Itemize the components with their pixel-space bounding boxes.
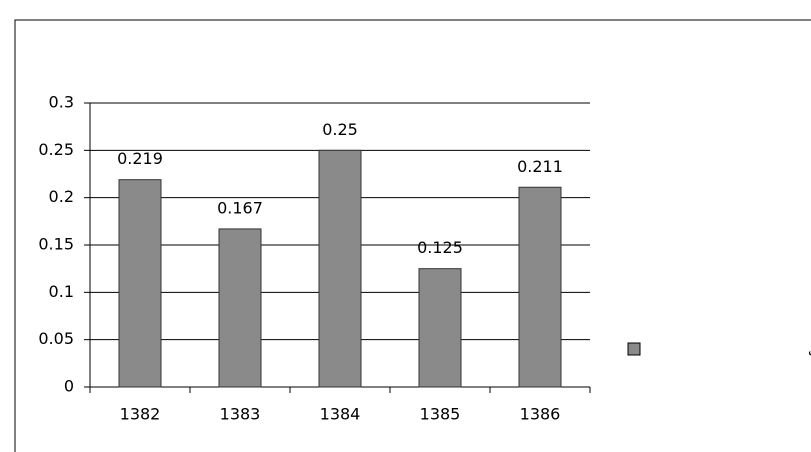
legend-label: بالاترین شاخص نزدیکی — [808, 342, 811, 358]
x-tick-label: 1386 — [520, 405, 561, 424]
bar — [418, 268, 462, 388]
y-tick-label: 0.2 — [49, 187, 74, 206]
bar — [218, 228, 262, 388]
x-tick-label: 1382 — [120, 405, 161, 424]
y-tick-label: 0.15 — [38, 235, 74, 254]
value-label: 0.211 — [517, 157, 563, 176]
y-tick-label: 0.1 — [49, 282, 74, 301]
legend-swatch — [627, 342, 641, 356]
bar — [518, 186, 562, 388]
value-label: 0.25 — [322, 120, 358, 139]
value-label: 0.219 — [117, 149, 163, 168]
x-tick-label: 1385 — [420, 405, 461, 424]
y-tick-label: 0.05 — [38, 329, 74, 348]
y-tick-label: 0 — [64, 377, 74, 396]
y-tick-label: 0.3 — [49, 93, 74, 112]
x-tick-label: 1384 — [320, 405, 361, 424]
bar — [118, 179, 162, 388]
value-label: 0.125 — [417, 238, 463, 257]
bar — [318, 149, 362, 388]
y-tick-label: 0.25 — [38, 140, 74, 159]
x-tick-label: 1383 — [220, 405, 261, 424]
value-label: 0.167 — [217, 198, 263, 217]
